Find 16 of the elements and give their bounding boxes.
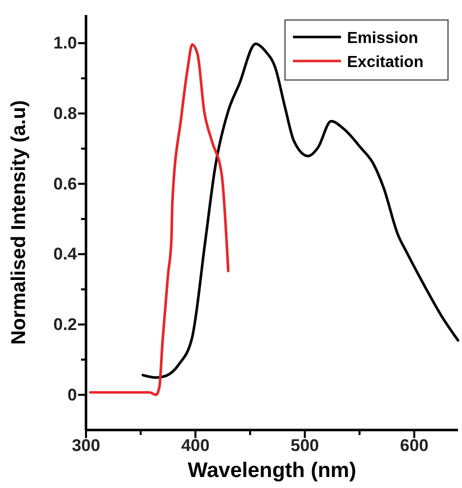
- legend-label: Excitation: [347, 54, 424, 71]
- x-tick-label: 300: [72, 436, 100, 456]
- line-series: [142, 42, 460, 379]
- y-tick-label: 0.8: [53, 104, 77, 123]
- y-tick-label: 0.4: [53, 244, 78, 264]
- x-tick-label: 400: [181, 436, 210, 456]
- y-tick-label: 1.0: [53, 34, 77, 53]
- line-series: [89, 43, 230, 396]
- y-tick-label: 0.6: [53, 174, 77, 194]
- x-tick-label: 500: [290, 436, 320, 456]
- x-tick-label: 600: [400, 436, 428, 456]
- legend-label: Emission: [347, 30, 418, 47]
- x-axis-title: Wavelength (nm): [188, 459, 356, 482]
- y-tick-label: 0.2: [53, 314, 77, 334]
- y-axis-title: Normalised Intensity (a.u): [8, 100, 30, 345]
- y-tick-label: 0: [68, 385, 77, 404]
